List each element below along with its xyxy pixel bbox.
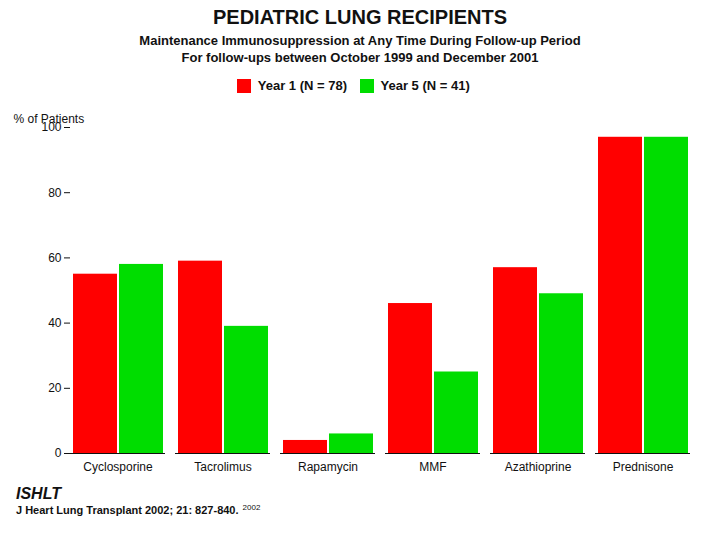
html-text:For follow-ups between October: For follow-ups between October 1999 and … xyxy=(181,50,539,65)
svg-text:MMF: MMF xyxy=(419,460,446,474)
html-text:Year 5 (N = 41): Year 5 (N = 41) xyxy=(380,78,470,93)
svg-text:60: 60 xyxy=(48,250,62,264)
svg-text:100: 100 xyxy=(41,119,62,134)
svg-text:40: 40 xyxy=(48,315,62,329)
svg-text:20: 20 xyxy=(48,381,62,395)
svg-text:Prednisone: Prednisone xyxy=(613,460,674,474)
svg-text:Tacrolimus: Tacrolimus xyxy=(194,460,251,474)
html-text:Maintenance Immunosuppression: Maintenance Immunosuppression at Any Tim… xyxy=(139,33,581,48)
svg-text:Rapamycin: Rapamycin xyxy=(298,460,358,474)
html-text:PEDIATRIC LUNG RECIPIENTS: PEDIATRIC LUNG RECIPIENTS xyxy=(213,6,507,28)
html-text:ISHLT: ISHLT xyxy=(16,484,61,502)
svg-text:Cyclosporine: Cyclosporine xyxy=(83,460,153,474)
svg-text:% of Patients: % of Patients xyxy=(14,112,85,126)
svg-text:Azathioprine: Azathioprine xyxy=(505,460,572,474)
html-text:Year 1 (N = 78): Year 1 (N = 78) xyxy=(257,78,347,93)
svg-text:80: 80 xyxy=(48,185,62,199)
svg-text:0: 0 xyxy=(55,446,62,460)
html-text:J Heart Lung Transplant 2002;: J Heart Lung Transplant 2002; 21: 827-84… xyxy=(16,502,261,517)
